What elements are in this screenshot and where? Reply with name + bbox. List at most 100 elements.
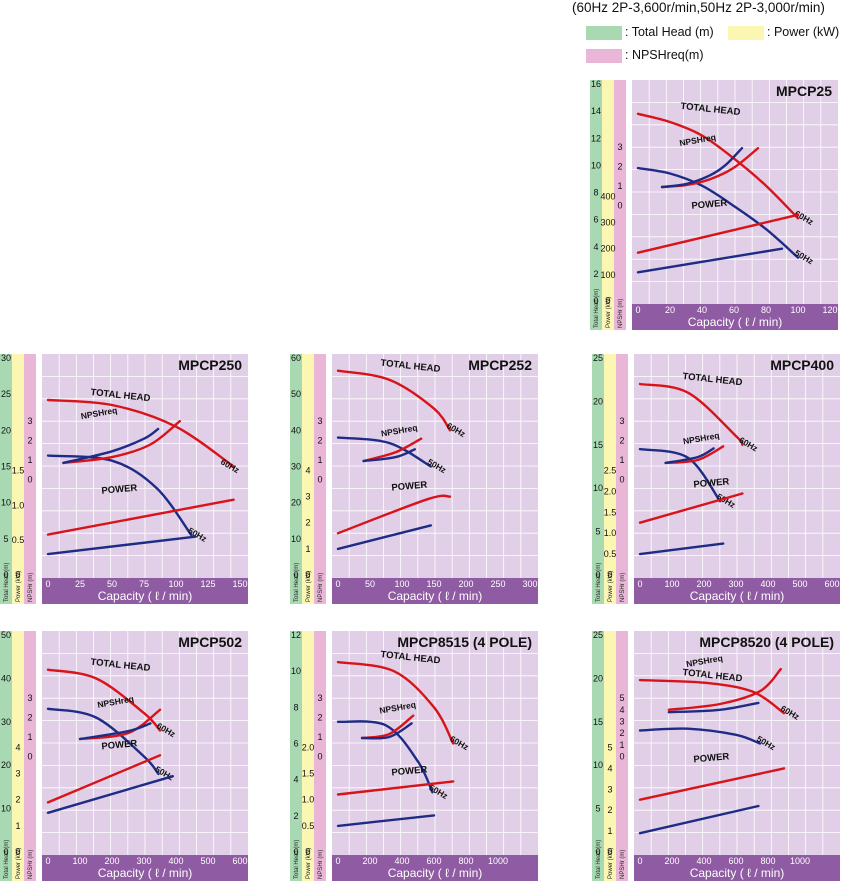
x-axis-bar [634, 578, 840, 604]
x-tick-label: 125 [200, 579, 215, 589]
x-tick-label: 1000 [488, 856, 508, 866]
x-tick-label: 40 [697, 305, 707, 315]
grid [42, 354, 248, 578]
head-axis-band [290, 631, 302, 881]
head-axis-title: Total Head (m) [294, 840, 300, 879]
npsh-tick-label: 0 [317, 474, 322, 484]
power-tick-label: 4 [607, 763, 612, 773]
x-tick-label: 800 [458, 856, 473, 866]
grid [634, 631, 840, 855]
power-tick-label: 0.5 [12, 535, 25, 545]
head-tick-label: 40 [1, 673, 11, 683]
chart-title: MPCP8520 (4 POLE) [699, 634, 834, 650]
x-axis-bar [634, 855, 840, 881]
power-curve-50hz [638, 804, 760, 835]
head-tick-label: 20 [1, 425, 11, 435]
power-tick-label: 1.5 [12, 465, 25, 475]
x-tick-label: 200 [664, 856, 679, 866]
head-tick-label: 25 [1, 389, 11, 399]
head-curve-60hz [46, 668, 162, 732]
x-tick-label: 600 [824, 579, 839, 589]
power-tick-label: 400 [600, 191, 615, 201]
power-curve-50hz [46, 535, 197, 556]
power-tick-label: 0 [305, 570, 310, 580]
npsh-tick-label: 0 [27, 751, 32, 761]
head-curve-50hz [46, 454, 193, 537]
npsh-tick-label: 3 [617, 142, 622, 152]
head-tick-label: 30 [1, 717, 11, 727]
power-axis-title: Power (kW) [16, 571, 22, 602]
grid [332, 354, 538, 578]
power-tick-label: 2.0 [604, 486, 617, 496]
npsh-tick-label: 1 [27, 732, 32, 742]
chart-title: MPCP502 [178, 634, 242, 650]
head-axis-band [592, 354, 604, 604]
npsh-tick-label: 1 [617, 181, 622, 191]
head-tick-label: 16 [591, 79, 601, 89]
power-tick-label: 1.0 [604, 528, 617, 538]
x-tick-label: 100 [664, 579, 679, 589]
npsh-axis-title: NPSHr (m) [318, 850, 324, 879]
chart-title: MPCP8515 (4 POLE) [397, 634, 532, 650]
npsh-tick-label: 5 [619, 693, 624, 703]
power-axis-title: Power (kW) [16, 848, 22, 879]
power-curve-50hz [46, 775, 174, 814]
power-axis-band [12, 631, 24, 881]
head-tick-label: 12 [291, 630, 301, 640]
power-tick-label: 0.5 [604, 549, 617, 559]
npsh-axis-band [24, 354, 36, 604]
x-axis-title: Capacity ( ℓ / min) [690, 589, 785, 603]
power-curve-60hz [336, 494, 452, 535]
head-tick-label: 8 [593, 188, 598, 198]
npsh-tick-label: 2 [617, 162, 622, 172]
x-tick-label: 600 [426, 856, 441, 866]
power-curve-label: POWER [101, 483, 138, 497]
power-tick-label: 100 [600, 270, 615, 280]
x-tick-label: 400 [696, 856, 711, 866]
power-axis-band [12, 354, 24, 604]
head-tick-label: 0 [595, 847, 600, 857]
speed-spec-text: (60Hz 2P-3,600r/min,50Hz 2P-3,000r/min) [572, 0, 825, 15]
x-axis-bar [42, 855, 248, 881]
power-curve-label: POWER [693, 751, 730, 765]
chart-title: MPCP400 [770, 357, 834, 373]
npsh-curve-60hz [667, 667, 782, 711]
grid [634, 354, 840, 578]
legend-item-total-head: : Total Head (m) [586, 25, 714, 40]
x-axis-bar [42, 578, 248, 604]
head-curve-60hz [336, 660, 455, 745]
power-axis-title: Power (kW) [306, 848, 312, 879]
x-tick-label: 800 [760, 856, 775, 866]
npsh-tick-label: 3 [27, 416, 32, 426]
power-curve-60hz [638, 492, 744, 524]
npsh-axis-title: NPSHr (m) [28, 850, 34, 879]
head-axis-title: Total Head (m) [4, 840, 10, 879]
power-curve-label: POWER [391, 764, 428, 778]
npsh-axis-title: NPSHr (m) [620, 573, 626, 602]
x-tick-label: 80 [761, 305, 771, 315]
power-curve-60hz [336, 780, 455, 796]
x-tick-label: 75 [139, 579, 149, 589]
head-axis-title: Total Head (m) [596, 563, 602, 602]
head-axis-title: Total Head (m) [596, 840, 602, 879]
x-tick-label: 400 [168, 856, 183, 866]
power-curve-60hz [638, 767, 786, 801]
power-tick-label: 1.0 [302, 795, 315, 805]
power-tick-label: 0 [15, 570, 20, 580]
power-tick-label: 0 [305, 847, 310, 857]
npsh-tick-label: 3 [317, 416, 322, 426]
power-tick-label: 0 [607, 570, 612, 580]
x-axis-bar [632, 304, 838, 330]
power-curve-50hz [336, 814, 436, 828]
head-tick-label: 10 [593, 483, 603, 493]
power-curve-60hz [636, 213, 800, 254]
power-tick-label: 0 [607, 847, 612, 857]
npsh-tick-label: 2 [317, 713, 322, 723]
power-tick-label: 0 [15, 847, 20, 857]
x-tick-label: 300 [522, 579, 537, 589]
x-tick-label: 50 [107, 579, 117, 589]
npsh-axis-title: NPSHr (m) [618, 299, 624, 328]
head-tick-label: 12 [591, 133, 601, 143]
chart-title: MPCP250 [178, 357, 242, 373]
